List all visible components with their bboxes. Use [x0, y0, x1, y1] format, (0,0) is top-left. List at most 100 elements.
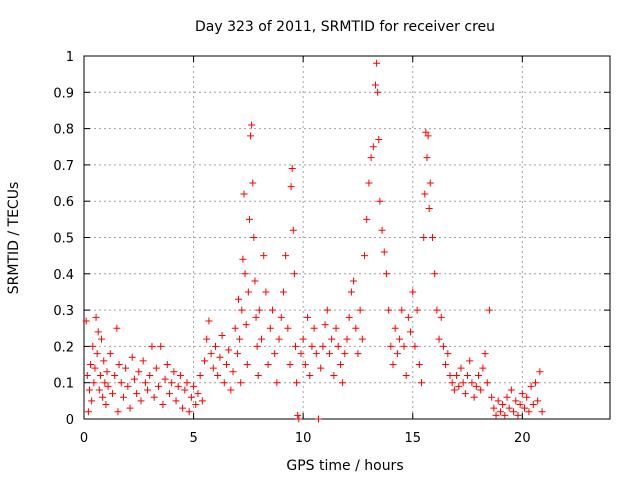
data-point — [336, 361, 344, 369]
data-point — [518, 390, 526, 398]
data-point — [345, 313, 353, 321]
data-point — [389, 361, 397, 369]
data-point — [240, 190, 248, 198]
data-point — [141, 379, 149, 387]
data-point — [315, 415, 323, 423]
data-point — [130, 375, 138, 383]
data-point — [201, 357, 209, 365]
plot-frame — [83, 55, 611, 420]
data-point — [428, 234, 436, 241]
data-point — [216, 353, 224, 361]
data-point — [88, 397, 96, 405]
data-point — [453, 371, 461, 379]
data-point — [87, 361, 95, 369]
data-point — [404, 313, 412, 321]
data-point — [293, 379, 301, 387]
data-point — [332, 324, 340, 332]
x-tick-label: 15 — [404, 431, 421, 446]
data-point — [347, 288, 355, 296]
data-point — [514, 411, 522, 419]
data-point — [152, 364, 160, 372]
data-point — [253, 342, 261, 350]
data-point — [170, 368, 178, 376]
data-point — [146, 371, 154, 379]
data-point — [185, 408, 193, 416]
data-point — [365, 179, 373, 187]
data-point — [243, 361, 251, 369]
data-point — [207, 350, 215, 358]
data-point — [475, 371, 482, 379]
data-point — [85, 386, 93, 394]
data-point — [426, 179, 434, 187]
data-point — [101, 379, 109, 387]
data-point — [341, 350, 349, 358]
data-point — [98, 335, 106, 343]
data-point — [361, 252, 369, 260]
data-point — [323, 306, 331, 314]
data-point — [252, 313, 260, 321]
data-point — [343, 335, 351, 343]
data-point — [83, 371, 91, 379]
data-point — [135, 368, 143, 376]
data-point — [527, 382, 535, 390]
data-point — [450, 386, 458, 394]
data-point — [407, 328, 415, 336]
data-point — [521, 404, 529, 412]
data-point — [444, 350, 452, 358]
data-point — [529, 400, 537, 408]
data-point — [488, 393, 496, 401]
data-point — [334, 342, 342, 350]
data-point — [244, 288, 252, 296]
y-tick-label: 0.5 — [53, 232, 74, 247]
data-point — [501, 411, 509, 419]
data-point — [137, 397, 145, 405]
data-point — [168, 379, 176, 387]
data-point — [425, 204, 433, 212]
data-point — [492, 411, 500, 419]
data-point — [446, 371, 454, 379]
y-tick-label: 0.9 — [53, 86, 74, 101]
x-axis-label: GPS time / hours — [286, 458, 403, 474]
data-point — [214, 371, 222, 379]
data-point — [413, 306, 421, 314]
data-point — [241, 270, 249, 278]
data-point — [325, 350, 333, 358]
data-point — [287, 183, 295, 191]
data-point — [179, 404, 187, 412]
data-point — [439, 342, 447, 350]
data-point — [442, 361, 450, 369]
data-point — [203, 335, 211, 343]
data-point — [468, 379, 476, 387]
data-point — [183, 379, 191, 387]
data-point — [250, 234, 258, 241]
data-point — [247, 132, 255, 140]
data-point — [290, 270, 298, 278]
data-point — [95, 386, 103, 394]
data-point — [238, 306, 246, 314]
data-point — [268, 306, 276, 314]
y-tick-label: 0.3 — [53, 304, 74, 319]
data-point — [196, 371, 204, 379]
data-point — [96, 371, 104, 379]
data-point — [479, 364, 487, 372]
data-point — [103, 368, 111, 376]
data-point — [260, 252, 268, 260]
data-point — [114, 408, 122, 416]
data-points — [82, 59, 546, 423]
data-point — [310, 324, 318, 332]
data-point — [510, 408, 518, 416]
data-point — [242, 321, 250, 329]
data-point — [418, 379, 426, 387]
data-point — [505, 404, 513, 412]
data-point — [402, 371, 410, 379]
data-point — [124, 382, 132, 390]
data-point — [385, 306, 393, 314]
data-point — [106, 350, 114, 358]
data-point — [102, 400, 110, 408]
data-point — [494, 397, 502, 405]
chart-title: Day 323 of 2011, SRMTID for receiver cre… — [195, 19, 495, 35]
data-point — [464, 371, 472, 379]
data-point — [393, 350, 401, 358]
data-point — [423, 154, 431, 162]
data-point — [387, 342, 395, 350]
